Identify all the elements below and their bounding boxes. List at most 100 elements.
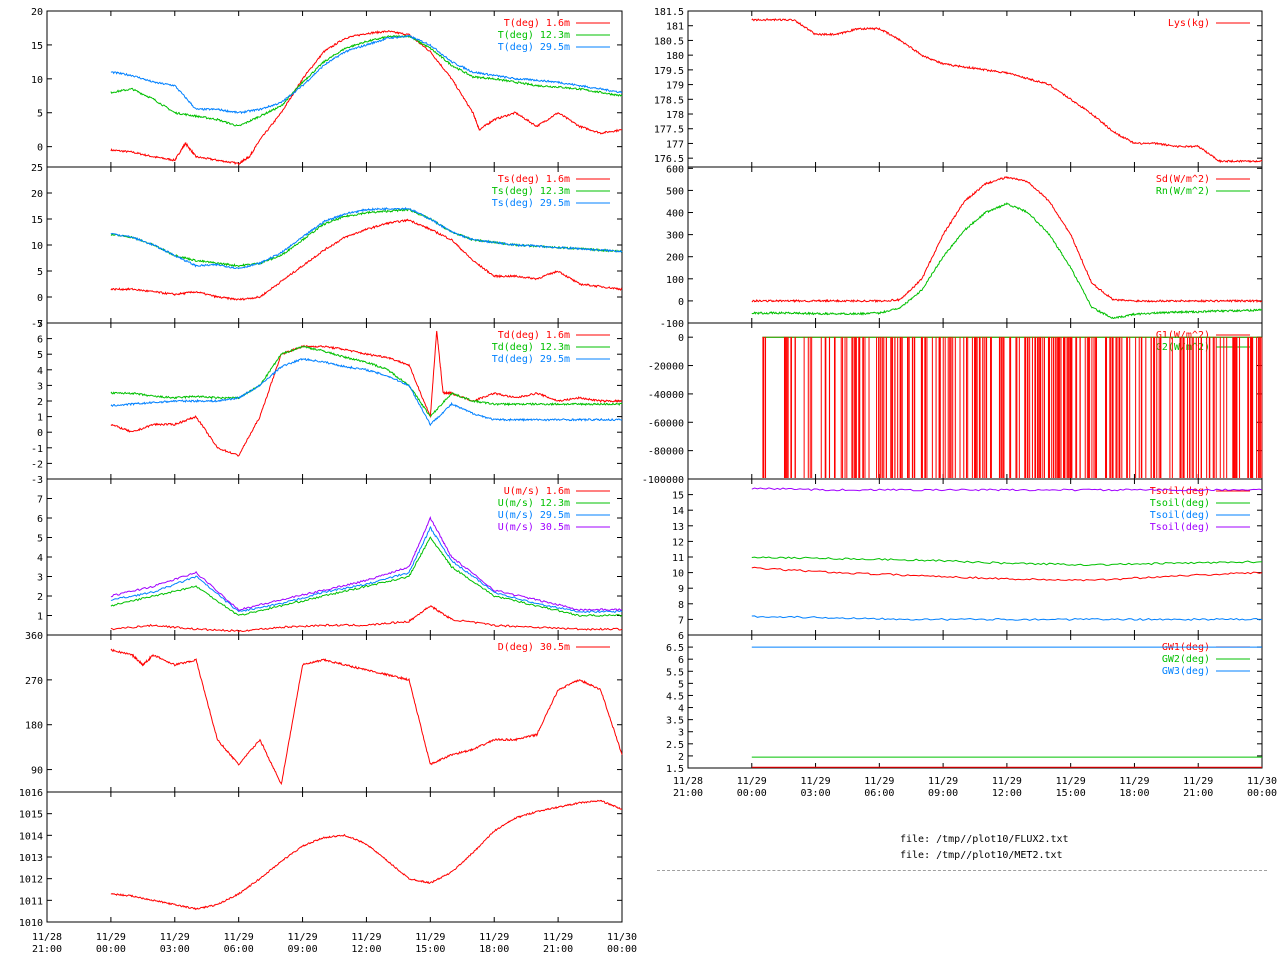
ytick-label: 6 [37, 335, 43, 346]
right-xlabel-date: 11/29 [928, 776, 958, 787]
ytick-label: 360 [25, 631, 43, 642]
wind-speed-series-1-line [110, 536, 623, 617]
ytick-label: 5 [37, 534, 43, 545]
right-xlabel-date: 11/29 [1183, 776, 1213, 787]
ytick-label: 8 [678, 600, 684, 611]
right-xlabel-time: 09:00 [928, 788, 958, 799]
wind-speed-series-3-line [110, 516, 623, 612]
ytick-label: 5.5 [666, 667, 684, 678]
ytick-label: 4 [37, 366, 43, 377]
ytick-label: 181 [666, 22, 684, 33]
soil-temp-series-2-line [751, 615, 1263, 621]
ytick-label: 6.5 [666, 643, 684, 654]
groundwater-legend-2: GW3(deg) [1162, 666, 1210, 677]
file-label-1: file: /tmp//plot10/FLUX2.txt [900, 834, 1069, 845]
right-xlabel-date: 11/29 [1056, 776, 1086, 787]
left-xlabel-date: 11/29 [543, 932, 573, 943]
wind-speed-legend-3: U(m/s) 30.5m [498, 522, 570, 533]
wind-direction-legend-0: D(deg) 30.5m [498, 642, 570, 653]
ytick-label: 90 [31, 766, 43, 777]
ytick-label: -1 [31, 444, 43, 455]
wind-speed-series-0-line [110, 605, 623, 633]
ytick-label: 5 [678, 679, 684, 690]
sonic-temp-series-2-line [110, 207, 623, 270]
ytick-label: -5 [31, 319, 43, 330]
left-xlabel-time: 21:00 [32, 944, 62, 955]
wind-speed-legend-1: U(m/s) 12.3m [498, 498, 570, 509]
ytick-label: 180.5 [654, 36, 684, 47]
ytick-label: 1.5 [666, 764, 684, 775]
ytick-label: 3.5 [666, 716, 684, 727]
left-xlabel-date: 11/29 [351, 932, 381, 943]
soil-temp-legend-1: Tsoil(deg) [1150, 498, 1210, 509]
ytick-label: 4.5 [666, 691, 684, 702]
dewpoint-legend-1: Td(deg) 12.3m [492, 342, 570, 353]
air-temp-series-0-line [110, 30, 622, 166]
right-xlabel-date: 11/29 [992, 776, 1022, 787]
soil-temp-legend-3: Tsoil(deg) [1150, 522, 1210, 533]
ytick-label: 1010 [19, 918, 43, 929]
wind-speed-series-2-line [110, 525, 623, 614]
ytick-label: 1013 [19, 853, 43, 864]
ytick-label: 1016 [19, 788, 43, 799]
ytick-label: 0 [37, 293, 43, 304]
radiation-series-0-line [751, 175, 1263, 304]
wind-speed-legend-2: U(m/s) 29.5m [498, 510, 570, 521]
ytick-label: 7 [37, 319, 43, 330]
ytick-label: 7 [37, 495, 43, 506]
ytick-label: 5 [37, 109, 43, 120]
right-xlabel-date: 11/30 [1247, 776, 1277, 787]
ground-heat-legend-0: G1(W/m^2) [1156, 330, 1210, 341]
ytick-label: 9 [678, 584, 684, 595]
right-xlabel-date: 11/29 [801, 776, 831, 787]
ytick-label: 2 [37, 397, 43, 408]
left-xlabel-time: 03:00 [160, 944, 190, 955]
ytick-label: 0 [678, 297, 684, 308]
weight-series-0-line [751, 18, 1263, 164]
ytick-label: 20 [31, 189, 43, 200]
radiation-panel: 600 500 400 300 200 100 0 -100 Sd(W/m^2)Rn(W/m^2… [660, 164, 1263, 330]
sonic-temp-series-1-line [110, 208, 623, 268]
ytick-label: 181.5 [654, 7, 684, 18]
pressure-panel: 1016 1015 1014 1013 1012 1011 1010 [19, 788, 623, 929]
right-xlabel-date: 11/29 [1119, 776, 1149, 787]
ytick-label: 20 [31, 7, 43, 18]
ytick-label: 500 [666, 186, 684, 197]
wind-speed-legend-0: U(m/s) 1.6m [504, 486, 570, 497]
ytick-label: 0 [37, 143, 43, 154]
ytick-label: 10 [31, 241, 43, 252]
separator-line [657, 870, 1267, 871]
left-xlabel-time: 18:00 [479, 944, 509, 955]
soil-temp-series-3-line [751, 487, 1263, 492]
left-xlabel-time: 21:00 [543, 944, 573, 955]
wind-direction-frame [46, 634, 623, 793]
groundwater-panel: 6.565.554.543.532.521.5GW1(deg)GW2(deg)G… [666, 634, 1263, 775]
ytick-label: 179.5 [654, 66, 684, 77]
ytick-label: 10 [672, 569, 684, 580]
right-xlabel-date: 11/29 [737, 776, 767, 787]
air-temp-series-1-line [110, 34, 623, 127]
ytick-label: -40000 [648, 390, 684, 401]
ytick-label: 3 [37, 381, 43, 392]
right-xlabel-time: 18:00 [1119, 788, 1149, 799]
ytick-label: 0 [678, 333, 684, 344]
right-xlabel-time: 06:00 [864, 788, 894, 799]
air-temp-legend-2: T(deg) 29.5m [498, 42, 570, 53]
ytick-label: -100 [660, 319, 684, 330]
left-xlabel-date: 11/30 [607, 932, 637, 943]
ytick-label: -2 [31, 459, 43, 470]
air-temp-legend-0: T(deg) 1.6m [504, 18, 570, 29]
left-xlabel-date: 11/29 [288, 932, 318, 943]
ytick-label: 3 [37, 573, 43, 584]
soil-temp-series-0-line [751, 566, 1263, 582]
pressure-series-0-line [110, 799, 623, 911]
air-temp-panel: 20 15 10 5 0 T(deg) 1.6mT(deg) 12.3mT(deg) 29… [31, 7, 623, 168]
ytick-label: 177 [666, 139, 684, 150]
ytick-label: 6 [37, 514, 43, 525]
left-xlabel-date: 11/29 [415, 932, 445, 943]
dewpoint-legend-2: Td(deg) 29.5m [492, 354, 570, 365]
ytick-label: 12 [672, 537, 684, 548]
ytick-label: 400 [666, 209, 684, 220]
